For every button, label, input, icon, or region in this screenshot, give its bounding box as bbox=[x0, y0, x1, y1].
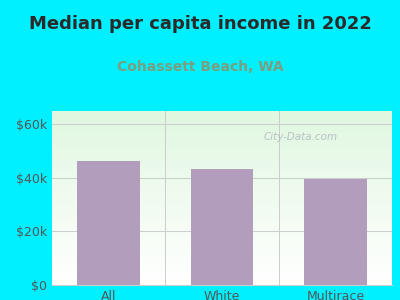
Text: City-Data.com: City-Data.com bbox=[263, 132, 337, 142]
Bar bbox=[78, 160, 140, 285]
Bar bbox=[191, 169, 253, 285]
Text: Cohassett Beach, WA: Cohassett Beach, WA bbox=[117, 60, 283, 74]
Bar bbox=[304, 179, 366, 285]
Text: Median per capita income in 2022: Median per capita income in 2022 bbox=[28, 15, 372, 33]
